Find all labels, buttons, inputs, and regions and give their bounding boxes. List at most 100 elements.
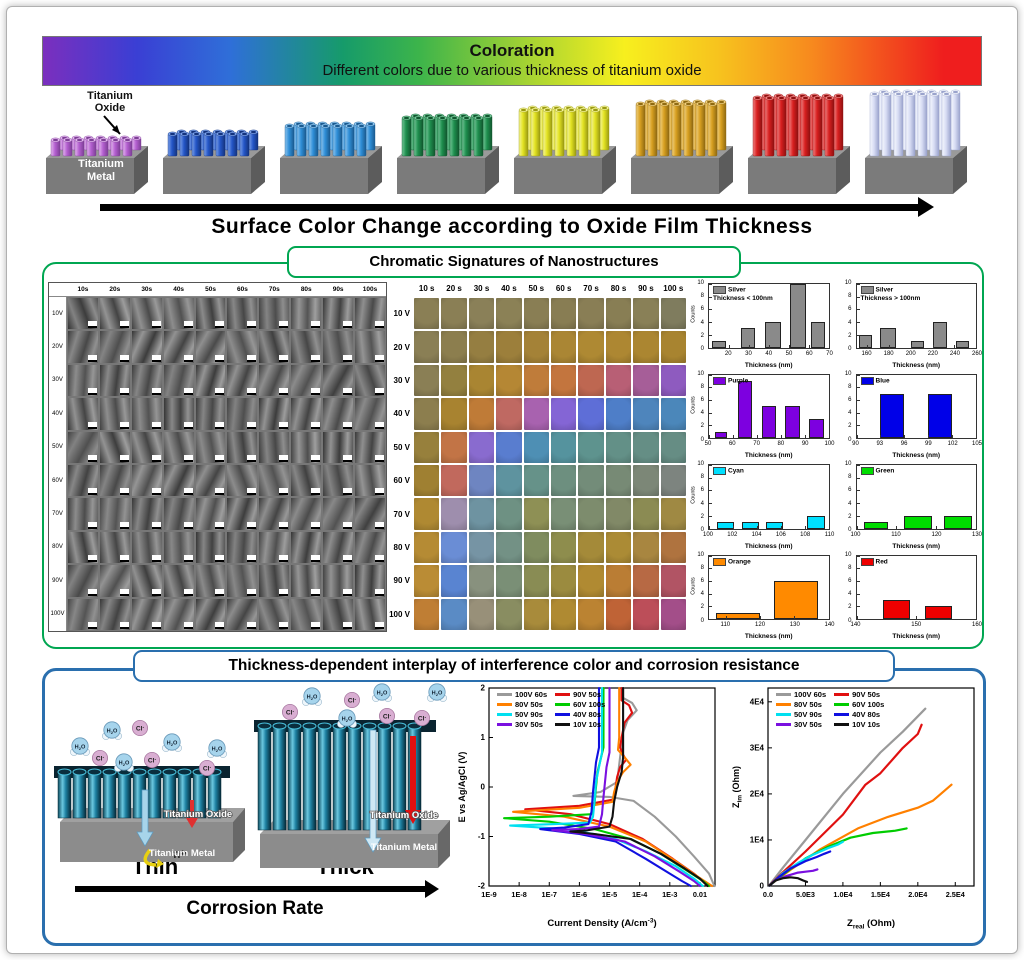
histogram-bar [764, 322, 781, 348]
thin-oxide-label: Titanium Oxide [164, 809, 232, 820]
banner-subtitle: Different colors due to various thicknes… [322, 62, 702, 79]
histogram-silver-gt100: Silver Thickness > 100nm 0 2 4 6 8 10 160 180 200 2… [838, 280, 983, 369]
hist-legend: Red [860, 557, 888, 567]
legend-label: 50V 90s [515, 710, 543, 719]
hist-xtick: 105 [971, 441, 983, 447]
sem-cell [258, 363, 291, 398]
sem-cell [98, 330, 131, 364]
pol-xlabel: Current Density (A/cm-3) [547, 918, 656, 930]
hist-xtick: 100 [850, 531, 861, 538]
svg-text:H2O: H2O [342, 716, 353, 722]
color-swatch [414, 331, 440, 363]
nyquist-svg: 0 1E4 2E4 3E4 4E4 0.0 5.0E3 1.0E4 1.5E4 2.0E4 2.5E… [731, 687, 975, 931]
sem-cell [258, 530, 291, 565]
nanotube-block-svg [865, 89, 967, 194]
nanotube-blocks-row [42, 88, 982, 202]
histogram-bar [956, 341, 970, 348]
color-swatch [523, 464, 549, 497]
series-90V-50s [524, 686, 711, 888]
thin-oxide-illustration: Ti4+ Titanium Oxide Titanium Metal H2O H… [52, 700, 247, 875]
color-col-header: 50 s [528, 284, 545, 293]
sem-cell [67, 597, 99, 631]
color-swatch [468, 565, 495, 597]
chloride-ion: Cl- [198, 760, 215, 777]
histogram-bar [925, 606, 953, 619]
chloride-ion: Cl- [281, 703, 298, 720]
hist-ytick: 2 [700, 604, 704, 611]
color-swatch [578, 431, 604, 463]
legend-item: 40V 80s [555, 710, 605, 719]
svg-text:3E4: 3E4 [750, 743, 765, 752]
sem-row-label: 60V [49, 464, 67, 498]
chloride-ion: Cl- [344, 691, 361, 708]
color-row-label: 50 V [393, 442, 410, 452]
hist-xtick: 260 [971, 350, 983, 357]
hist-xtick: 40 [765, 350, 773, 357]
chloride-ion: Cl- [144, 752, 161, 769]
color-row-label: 20 V [393, 342, 410, 352]
legend-line [776, 703, 791, 706]
color-swatch [496, 531, 522, 564]
sem-cell [130, 530, 163, 565]
sem-cell [130, 363, 163, 398]
histogram-bar [740, 328, 755, 348]
hist-ytick: 10 [697, 461, 704, 467]
histogram-bar [766, 522, 784, 529]
sem-row-label: 100V [49, 597, 67, 631]
sem-cell [194, 530, 227, 565]
color-swatch [578, 598, 604, 630]
sem-cell [354, 597, 386, 631]
nanotube-block-purple [42, 88, 159, 202]
coloration-banner: Coloration Different colors due to vario… [42, 36, 982, 86]
sem-cell [162, 597, 195, 631]
hist-ytick: 4 [848, 319, 852, 326]
color-swatch [441, 398, 467, 430]
hist-legend-label: Blue [875, 377, 890, 385]
nanotube-block-svg [748, 93, 850, 194]
color-swatch [496, 598, 522, 630]
nanotube-block-dark-blue [159, 88, 276, 202]
hist-xtick: 50 [785, 350, 793, 357]
thin-metal-label: Titanium Metal [149, 848, 215, 859]
sem-cell [226, 530, 259, 565]
histogram-bar [944, 515, 972, 529]
color-swatch [578, 331, 604, 363]
color-col-header: 20 s [446, 284, 462, 293]
series-30V-50s [551, 686, 701, 888]
hist-ytick: 8 [700, 474, 704, 481]
sem-cell [194, 564, 227, 598]
sem-cell [67, 464, 99, 498]
hist-ytick: 8 [848, 383, 852, 390]
hist-plot-area: Cyan [708, 464, 830, 530]
hist-xtick: 108 [800, 531, 811, 538]
sem-cell [226, 363, 259, 398]
color-swatch [660, 364, 686, 397]
color-col-header: 70 s [583, 284, 599, 293]
hist-ytick: 10 [844, 280, 852, 286]
color-swatch [605, 498, 632, 530]
svg-text:Cl-: Cl- [418, 714, 427, 722]
hist-legend-sub: Thickness > 100nm [860, 294, 921, 302]
color-swatch [550, 364, 577, 397]
sem-cell [258, 297, 291, 331]
sem-col-header: 50s [194, 283, 227, 297]
sem-cell [354, 297, 386, 331]
color-col-header: 30 s [473, 284, 490, 293]
sem-cell [258, 597, 291, 631]
sem-cell [322, 597, 355, 631]
histogram-bar [904, 515, 933, 529]
hist-ytick: 8 [848, 564, 852, 571]
svg-text:1E-9: 1E-9 [481, 890, 496, 899]
color-swatch [414, 598, 440, 630]
legend-label: 90V 50s [573, 690, 602, 699]
color-swatch [633, 464, 659, 497]
svg-text:1E-3: 1E-3 [662, 890, 677, 899]
svg-text:H2O: H2O [167, 740, 178, 746]
color-swatch [633, 364, 659, 397]
thick-metal-label: Titanium Metal [371, 842, 437, 853]
sem-cell [226, 330, 259, 364]
hist-xtick: 110 [720, 622, 731, 628]
sem-cell [98, 564, 131, 598]
sem-cell [194, 297, 227, 331]
